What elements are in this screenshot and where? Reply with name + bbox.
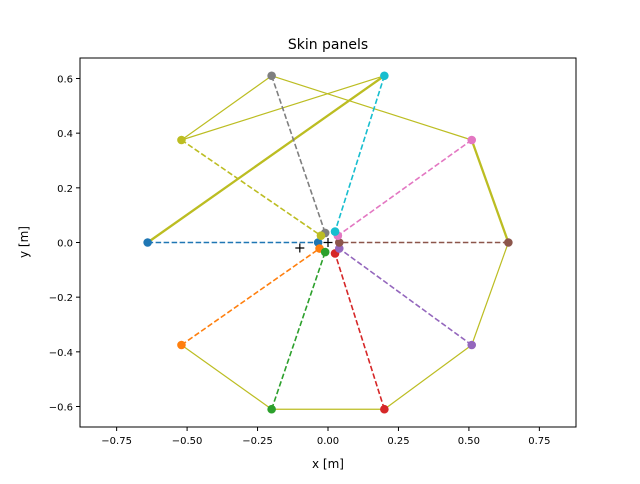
plus-marker-0 [295, 243, 305, 253]
outline-segment-7 [181, 344, 272, 410]
spoke-inner-point-7 [330, 227, 340, 236]
x-tick-label-2: −0.25 [242, 436, 273, 447]
outline-segment-2 [181, 75, 272, 141]
spoke-outer-point-6 [467, 135, 477, 145]
x-tick-label-3: 0.00 [317, 436, 339, 447]
plus-marker-1 [323, 238, 333, 247]
x-tick-label-4: 0.25 [387, 436, 409, 447]
y-tick-label-1: −0.4 [49, 348, 73, 359]
spoke-outer-point-3 [380, 404, 389, 414]
spoke-outer-point-8 [267, 71, 276, 81]
outline-segment-0 [271, 75, 472, 141]
x-tick-label-1: −0.50 [172, 436, 203, 447]
spoke-line-9 [181, 139, 322, 237]
spoke-outer-point-2 [267, 404, 276, 414]
spoke-line-4 [338, 247, 473, 346]
x-tick-label-5: 0.50 [458, 436, 480, 447]
spoke-inner-point-2 [320, 247, 330, 257]
outline-segment-5 [384, 344, 473, 410]
plot-layer [143, 71, 513, 414]
outline-segment-4 [471, 242, 509, 346]
spoke-line-7 [334, 75, 386, 232]
spoke-outer-point-0 [143, 238, 152, 247]
x-axis-label: x [m] [312, 457, 344, 471]
axes-layer: −0.75 −0.50 −0.25 0.00 0.25 0.50 0.75 −0.6 −0.4 −… [49, 57, 577, 447]
spoke-line-1 [180, 247, 321, 346]
spoke-outer-point-7 [380, 71, 389, 81]
spoke-line-6 [337, 139, 473, 237]
spoke-line-2 [270, 251, 326, 410]
spoke-outer-point-5 [504, 238, 513, 247]
x-tick-label-6: 0.75 [528, 436, 550, 447]
spoke-inner-point-9 [316, 231, 326, 240]
spoke-line-3 [334, 253, 386, 410]
y-tick-label-5: 0.4 [57, 129, 73, 140]
spoke-outer-point-4 [467, 340, 477, 350]
spoke-inner-point-4 [334, 244, 344, 253]
outline-thick-segment-0 [146, 74, 386, 244]
outline-thick-segment-1 [470, 139, 510, 243]
y-tick-label-2: −0.2 [49, 293, 73, 304]
y-tick-label-0: −0.6 [49, 403, 73, 414]
y-tick-label-4: 0.2 [57, 184, 73, 195]
chart-title: Skin panels [288, 37, 368, 53]
spoke-inner-point-5 [334, 238, 344, 247]
spoke-outer-point-1 [177, 340, 186, 350]
y-tick-label-3: 0.0 [57, 239, 73, 250]
spoke-line-8 [270, 75, 326, 234]
spoke-outer-point-9 [177, 135, 186, 145]
y-axis-label: y [m] [17, 226, 31, 258]
y-tick-label-6: 0.6 [57, 75, 73, 86]
x-tick-label-0: −0.75 [101, 436, 132, 447]
